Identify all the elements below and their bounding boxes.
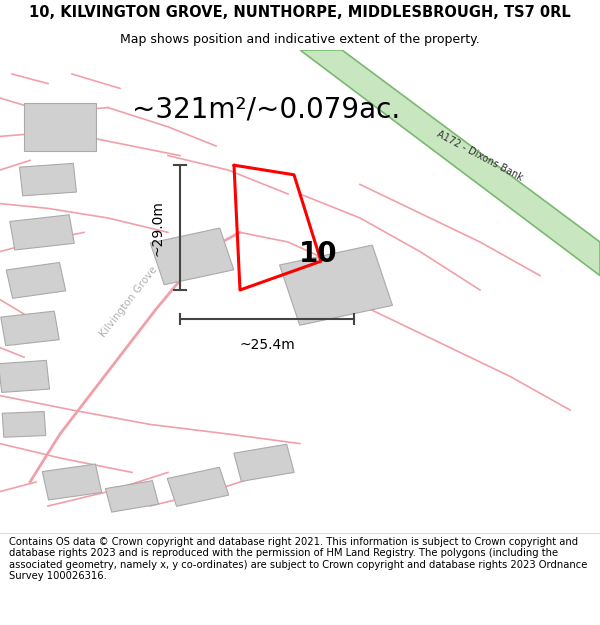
Polygon shape	[20, 163, 76, 196]
Polygon shape	[42, 464, 102, 500]
Text: ~25.4m: ~25.4m	[239, 338, 295, 352]
Polygon shape	[1, 311, 59, 346]
Polygon shape	[150, 228, 234, 285]
Polygon shape	[10, 215, 74, 250]
Text: Map shows position and indicative extent of the property.: Map shows position and indicative extent…	[120, 34, 480, 46]
Polygon shape	[24, 102, 96, 151]
Polygon shape	[234, 444, 294, 481]
Text: 10: 10	[299, 240, 337, 268]
Polygon shape	[280, 245, 392, 325]
Text: ~29.0m: ~29.0m	[151, 199, 165, 256]
Polygon shape	[0, 361, 49, 392]
Text: Kilvington Grove: Kilvington Grove	[98, 265, 160, 339]
Polygon shape	[2, 411, 46, 437]
Polygon shape	[6, 262, 66, 298]
Polygon shape	[167, 468, 229, 506]
Text: Contains OS data © Crown copyright and database right 2021. This information is : Contains OS data © Crown copyright and d…	[9, 537, 587, 581]
Text: 10, KILVINGTON GROVE, NUNTHORPE, MIDDLESBROUGH, TS7 0RL: 10, KILVINGTON GROVE, NUNTHORPE, MIDDLES…	[29, 5, 571, 20]
Text: ~321m²/~0.079ac.: ~321m²/~0.079ac.	[132, 96, 400, 124]
Text: A172 - Dixons Bank: A172 - Dixons Bank	[436, 129, 524, 182]
Polygon shape	[300, 50, 600, 276]
Polygon shape	[106, 481, 158, 512]
